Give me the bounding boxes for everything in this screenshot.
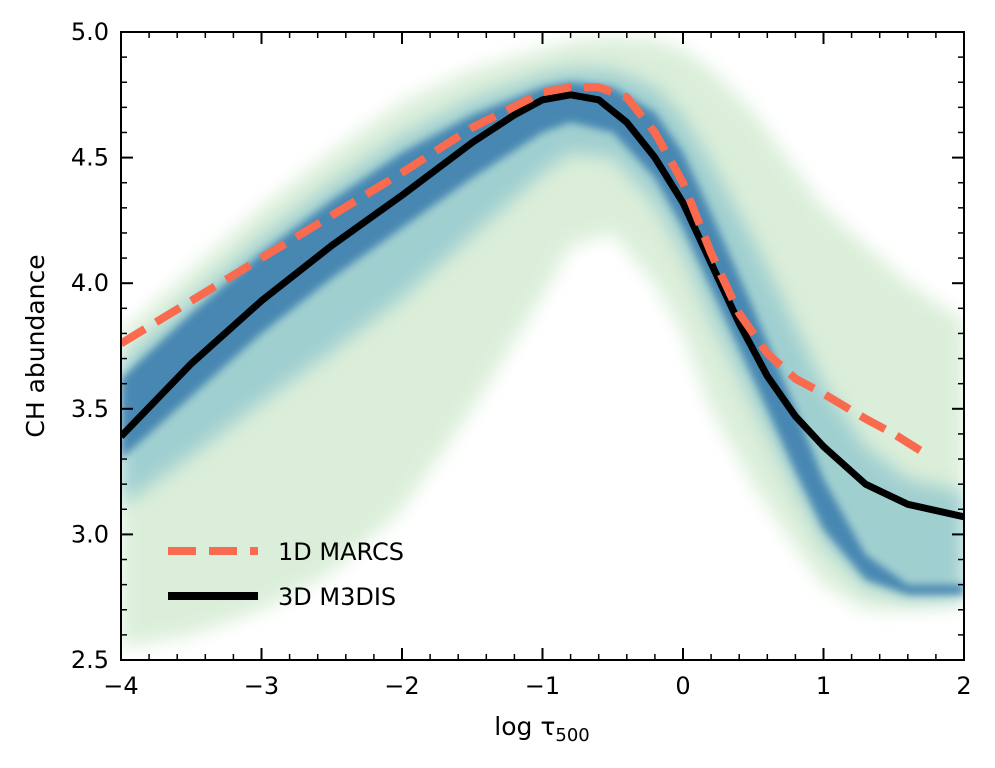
y-tick-label: 4.0 <box>71 269 109 297</box>
x-tick-label: 1 <box>816 672 831 700</box>
axis-ticks <box>120 31 965 661</box>
x-tick-label: 0 <box>675 672 690 700</box>
x-tick-label: −3 <box>244 672 279 700</box>
y-tick-label: 3.5 <box>71 395 109 423</box>
legend: 1D MARCS 3D M3DIS <box>168 538 404 611</box>
legend-label-marcs: 1D MARCS <box>278 538 404 566</box>
x-tick-labels: −4 −3 −2 −1 0 1 2 <box>103 672 971 700</box>
x-tick-label: −1 <box>525 672 560 700</box>
series-lines <box>121 83 964 521</box>
density-cloud <box>121 37 964 648</box>
y-tick-label: 4.5 <box>71 144 109 172</box>
legend-label-m3dis: 3D M3DIS <box>278 583 396 611</box>
y-tick-label: 2.5 <box>71 646 109 674</box>
y-tick-label: 5.0 <box>71 18 109 46</box>
x-axis-label: log τ500 <box>494 712 589 746</box>
x-axis-label-subscript: 500 <box>555 725 589 746</box>
x-tick-label: 2 <box>956 672 971 700</box>
y-tick-label: 3.0 <box>71 520 109 548</box>
x-tick-label: −2 <box>384 672 419 700</box>
series-line-marcs <box>121 83 925 455</box>
density-core-band <box>121 82 964 595</box>
x-axis-label-main: log τ <box>494 712 555 741</box>
series-line-m3dis <box>121 91 964 521</box>
x-tick-label: −4 <box>103 672 138 700</box>
y-tick-labels: 2.5 3.0 3.5 4.0 4.5 5.0 <box>71 18 109 674</box>
y-axis-label: CH abundance <box>21 254 50 437</box>
